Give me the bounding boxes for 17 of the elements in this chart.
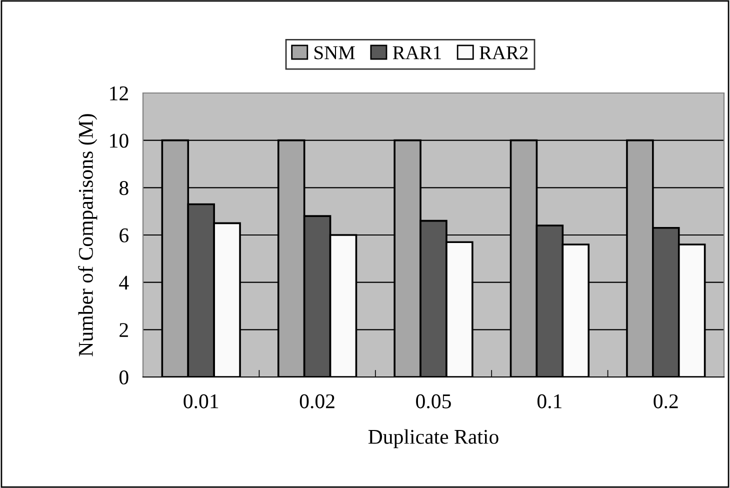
- x-tick-label: 0.01: [184, 394, 218, 408]
- x-tick-label: 0.1: [537, 394, 562, 408]
- legend-label: SNM: [314, 46, 355, 60]
- x-tick-label: 0.02: [300, 394, 334, 408]
- y-tick-label: 8: [119, 181, 128, 196]
- y-tick-label: 4: [119, 276, 129, 290]
- y-tick-label: 2: [120, 323, 128, 337]
- x-axis-title: Duplicate Ratio: [368, 429, 498, 448]
- y-axis-title: Number of Comparisons (M): [78, 114, 98, 356]
- y-tick-label: 10: [110, 134, 128, 148]
- legend-label: RAR1: [392, 46, 441, 60]
- x-tick-label: 0.2: [654, 394, 678, 408]
- legend-label: RAR2: [480, 46, 528, 60]
- y-tick-label: 12: [110, 86, 128, 100]
- y-tick-label: 0: [119, 370, 128, 384]
- x-tick-label: 0.05: [416, 394, 451, 408]
- y-tick-label: 6: [120, 228, 128, 242]
